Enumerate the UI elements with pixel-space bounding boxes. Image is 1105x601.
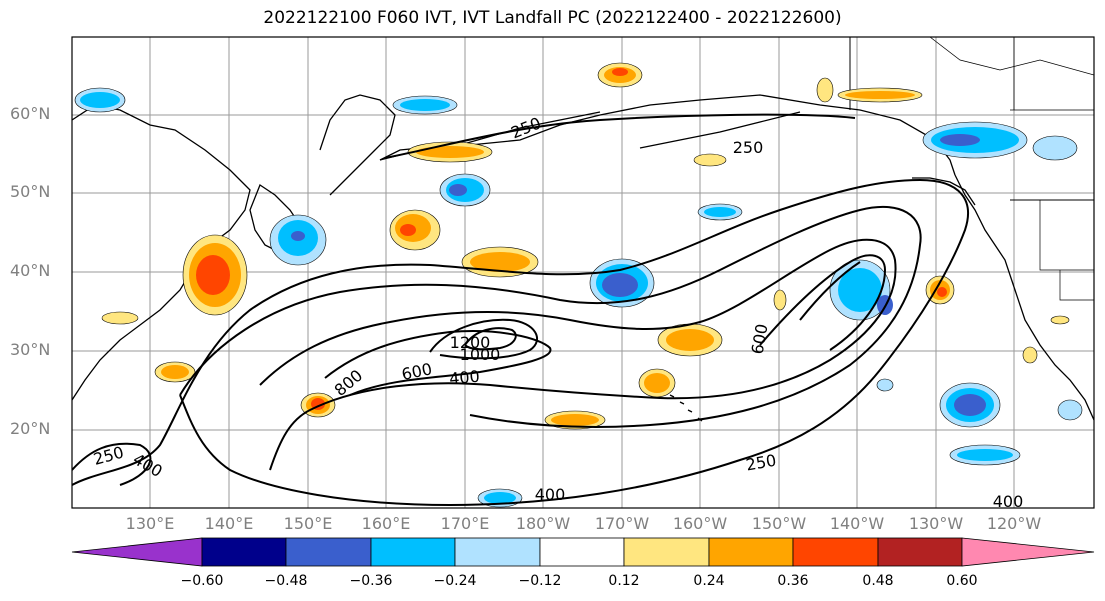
colorbar-max-extend (961, 537, 1095, 567)
contour-label: 400 (535, 485, 566, 504)
lon-label: 170°W (594, 514, 650, 533)
lat-label: 60°N (10, 104, 51, 123)
contour-label: 400 (448, 367, 480, 389)
lon-label: 160°W (672, 514, 728, 533)
contour-label: 400 (993, 492, 1024, 511)
lat-label: 50°N (10, 182, 51, 201)
colorbar-bin (201, 537, 287, 567)
colorbar-bin (792, 537, 879, 567)
colorbar-tick-label: 0.36 (777, 573, 809, 589)
colorbar-tick-label: −0.60 (180, 573, 224, 589)
colorbar-tick-label: 0.60 (946, 573, 978, 589)
colorbar-bin (708, 537, 794, 567)
colorbar-tick-label: 0.12 (608, 573, 640, 589)
lat-label: 30°N (10, 340, 51, 359)
colorbar-bin (370, 537, 456, 567)
colorbar-bin (539, 537, 625, 567)
contour-label: 1200 (450, 333, 491, 352)
contour-label-hidden: 400 (245, 110, 276, 129)
colorbar-bin (877, 537, 963, 567)
colorbar-bin (285, 537, 372, 567)
coastlines (72, 37, 1094, 422)
colorbar-tick-label: −0.12 (518, 573, 562, 589)
lon-label: 150°E (283, 514, 333, 533)
ivt-contours (72, 113, 969, 507)
lon-label: 150°W (751, 514, 807, 533)
colorbar-min-extend (71, 537, 203, 567)
contour-label: 600 (400, 359, 434, 384)
positive-anomaly-regions (101, 62, 1070, 430)
lat-label: 20°N (10, 419, 51, 438)
contour-label: 400 (130, 449, 166, 481)
colorbar (71, 537, 1095, 567)
lat-label: 40°N (10, 261, 51, 280)
contour-label: 1000 (460, 345, 501, 364)
contour-label: 250 (508, 113, 543, 142)
contour-label: 250 (733, 138, 764, 157)
contour-label: 250 (744, 451, 777, 475)
lon-label: 130°W (908, 514, 964, 533)
lon-label: 160°E (361, 514, 411, 533)
negative-anomaly-regions (74, 87, 1083, 508)
lon-label: 140°E (204, 514, 254, 533)
map-frame (71, 36, 1095, 509)
contour-label: 250 (91, 443, 125, 469)
lon-label: 140°W (829, 514, 885, 533)
colorbar-tick-label: −0.36 (349, 573, 393, 589)
colorbar-tick-label: 0.24 (693, 573, 725, 589)
lon-label: 170°E (440, 514, 490, 533)
colorbar-bin (454, 537, 541, 567)
colorbar-bin (623, 537, 710, 567)
lon-label: 120°W (986, 514, 1042, 533)
colorbar-tick-label: 0.48 (862, 573, 894, 589)
lon-label: 130°E (125, 514, 175, 533)
colorbar-tick-label: −0.48 (264, 573, 308, 589)
lon-label: 180°W (515, 514, 571, 533)
map-title: 2022122100 F060 IVT, IVT Landfall PC (20… (263, 8, 842, 28)
colorbar-tick-label: −0.24 (433, 573, 477, 589)
